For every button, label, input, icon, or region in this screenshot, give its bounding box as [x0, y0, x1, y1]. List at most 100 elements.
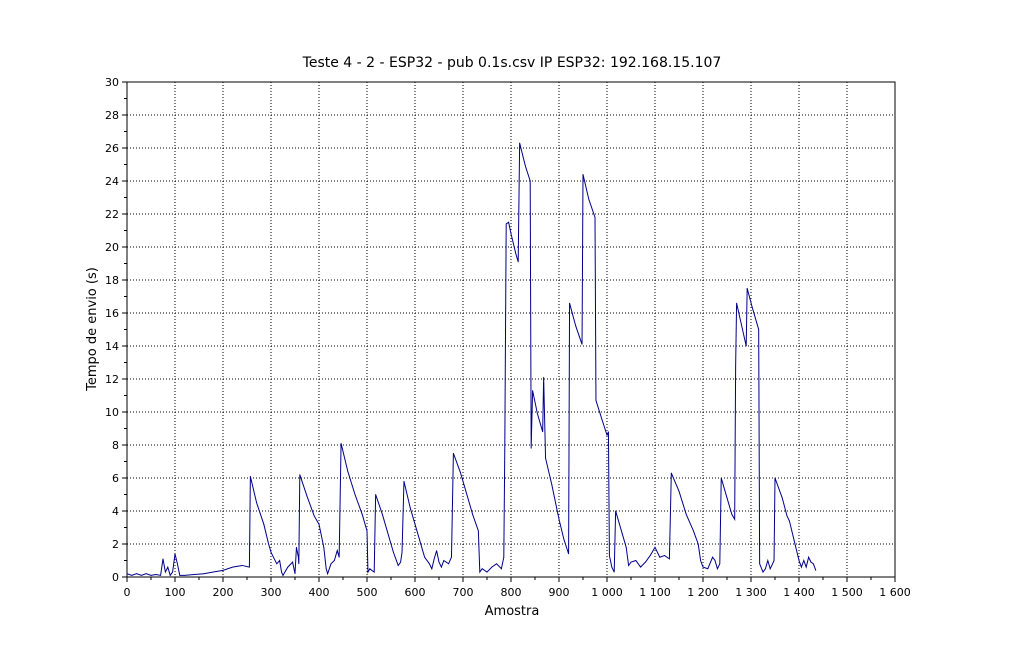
- data-point: [669, 558, 670, 560]
- data-point: [678, 490, 680, 492]
- data-point: [296, 546, 297, 548]
- data-point: [613, 571, 615, 573]
- data-point: [419, 540, 421, 542]
- data-point: [532, 390, 533, 391]
- data-point: [174, 553, 176, 555]
- data-point: [323, 546, 325, 548]
- data-point: [714, 560, 716, 561]
- x-axis-ticks: 0 100 200 300 400 500 600 700 800 900 1 000 1 100 1 …: [124, 577, 911, 599]
- data-point: [621, 530, 622, 532]
- data-point: [628, 565, 629, 566]
- data-point: [608, 431, 609, 433]
- data-point: [162, 558, 164, 560]
- x-tick-label: 1 400: [783, 586, 815, 599]
- data-point: [438, 561, 440, 563]
- data-point: [279, 560, 281, 561]
- data-point: [276, 563, 278, 565]
- data-point: [333, 560, 335, 561]
- y-tick-label: 2: [112, 538, 119, 551]
- data-point: [433, 558, 435, 560]
- data-point: [298, 563, 300, 565]
- data-point: [441, 566, 442, 568]
- data-point: [707, 568, 709, 570]
- data-point: [558, 518, 560, 520]
- data-point: [765, 568, 766, 570]
- data-point: [354, 494, 356, 495]
- data-point: [575, 325, 577, 327]
- y-tick-label: 24: [105, 175, 119, 188]
- data-point: [815, 570, 817, 571]
- data-point: [141, 574, 142, 576]
- y-tick-label: 16: [105, 307, 119, 320]
- data-point: [477, 530, 479, 532]
- data-point: [369, 568, 371, 570]
- data-point: [327, 573, 329, 575]
- data-point: [136, 573, 138, 575]
- data-point: [486, 571, 488, 573]
- data-point: [213, 571, 214, 573]
- data-point: [594, 216, 596, 218]
- data-point: [664, 555, 665, 556]
- data-point: [424, 556, 425, 558]
- data-point: [306, 495, 308, 497]
- data-point: [529, 180, 531, 182]
- data-point: [453, 452, 454, 454]
- data-point: [222, 570, 224, 571]
- x-tick-label: 900: [549, 586, 570, 599]
- y-tick-label: 12: [105, 373, 119, 386]
- data-point: [281, 571, 282, 573]
- x-tick-label: 300: [261, 586, 282, 599]
- data-point: [808, 556, 809, 558]
- data-point: [735, 365, 737, 367]
- data-point: [731, 513, 733, 515]
- data-point: [786, 515, 788, 517]
- data-point: [670, 472, 672, 474]
- data-point: [431, 568, 433, 570]
- data-point: [338, 556, 340, 558]
- data-point: [479, 571, 481, 573]
- data-point: [177, 563, 178, 565]
- y-tick-label: 8: [112, 439, 119, 452]
- data-point: [501, 568, 502, 570]
- data-point: [803, 560, 805, 561]
- data-point: [491, 566, 493, 568]
- data-point: [270, 551, 272, 553]
- data-point: [563, 538, 565, 540]
- data-point: [131, 574, 133, 576]
- data-point: [232, 566, 234, 568]
- data-point: [466, 494, 468, 495]
- data-point: [169, 574, 171, 576]
- data-point: [517, 261, 519, 263]
- data-point: [167, 566, 169, 568]
- x-tick-label: 600: [405, 586, 426, 599]
- data-point: [645, 561, 646, 563]
- data-point: [767, 560, 769, 561]
- x-tick-label: 1 500: [831, 586, 863, 599]
- data-point: [726, 497, 728, 499]
- data-point: [693, 530, 694, 532]
- data-point: [179, 574, 181, 576]
- data-point: [503, 556, 505, 558]
- data-point: [801, 566, 802, 568]
- data-point: [299, 474, 301, 476]
- data-point: [601, 419, 603, 421]
- data-point: [772, 563, 773, 565]
- data-point: [551, 484, 553, 485]
- data-point: [184, 574, 186, 576]
- data-point: [155, 574, 157, 575]
- data-point: [810, 561, 812, 563]
- data-point: [366, 530, 368, 532]
- data-point: [582, 174, 584, 175]
- data-point: [249, 475, 251, 477]
- data-point: [414, 523, 416, 525]
- data-point: [292, 561, 293, 563]
- data-point: [736, 302, 737, 304]
- minor-ticks: [124, 98, 872, 580]
- data-point: [719, 563, 721, 565]
- data-point: [256, 502, 257, 504]
- data-point: [381, 513, 383, 515]
- data-point: [400, 561, 401, 563]
- data-point: [702, 566, 704, 568]
- data-point: [481, 568, 483, 570]
- x-tick-label: 700: [453, 586, 474, 599]
